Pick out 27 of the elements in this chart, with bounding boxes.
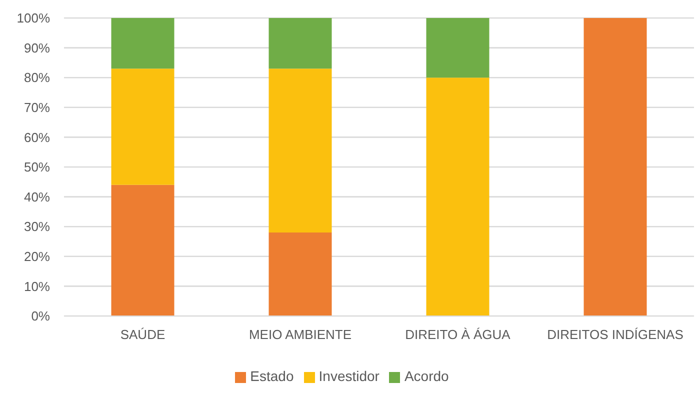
bar — [111, 184, 174, 316]
bar — [111, 68, 174, 185]
y-tick-label: 10% — [24, 278, 50, 294]
legend-label: Estado — [250, 368, 294, 384]
x-tick-label: MEIO AMBIENTE — [248, 327, 352, 342]
legend-label: Investidor — [318, 368, 380, 384]
y-tick-label: 100% — [16, 10, 50, 26]
bar — [426, 18, 490, 78]
x-tick-label: SAÚDE — [120, 327, 166, 342]
bar — [111, 18, 174, 69]
y-tick-label: 90% — [24, 40, 50, 56]
y-tick-label: 50% — [24, 160, 50, 175]
y-tick-label: 0% — [31, 308, 50, 324]
y-tick-label: 30% — [24, 219, 50, 234]
bar — [268, 18, 332, 69]
legend-label: Acordo — [404, 368, 449, 384]
bar — [584, 18, 647, 316]
y-tick-label: 80% — [24, 70, 50, 86]
bar — [268, 232, 332, 316]
y-tick-label: 40% — [24, 189, 50, 204]
x-tick-label: DIREITO À ÁGUA — [405, 327, 511, 342]
x-tick-label: DIREITOS INDÍGENAS — [547, 327, 684, 342]
y-tick-label: 70% — [24, 100, 50, 116]
bar — [268, 68, 332, 233]
y-tick-label: 60% — [24, 130, 50, 145]
bar — [426, 78, 490, 316]
y-tick-label: 20% — [24, 249, 50, 264]
